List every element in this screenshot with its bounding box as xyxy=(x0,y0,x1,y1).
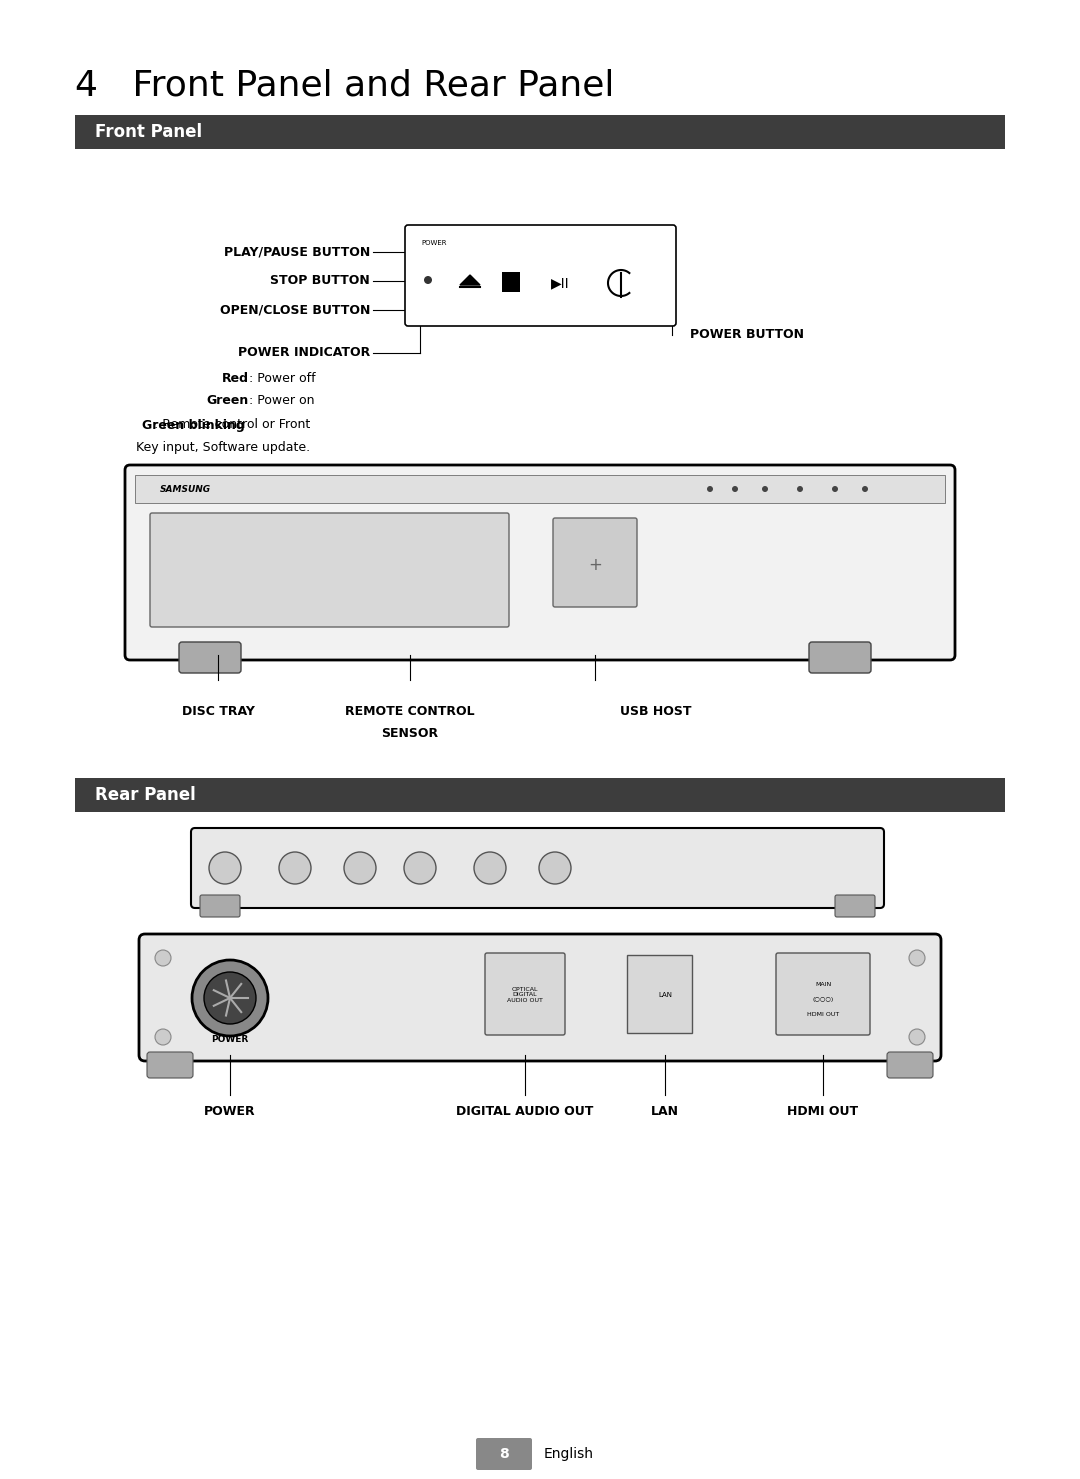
Circle shape xyxy=(345,852,376,884)
Circle shape xyxy=(539,852,571,884)
Circle shape xyxy=(156,950,171,966)
Text: : Power on: : Power on xyxy=(249,393,314,407)
Text: 8: 8 xyxy=(499,1446,509,1461)
Bar xyxy=(627,955,692,1032)
Text: Red: Red xyxy=(222,371,249,385)
Text: 4   Front Panel and Rear Panel: 4 Front Panel and Rear Panel xyxy=(75,68,615,102)
Text: POWER INDICATOR: POWER INDICATOR xyxy=(238,346,370,359)
Bar xyxy=(75,115,1005,149)
FancyBboxPatch shape xyxy=(125,464,955,660)
Text: DISC TRAY: DISC TRAY xyxy=(181,705,255,717)
Text: Key input, Software update.: Key input, Software update. xyxy=(136,441,310,454)
FancyBboxPatch shape xyxy=(485,952,565,1035)
Text: MAIN: MAIN xyxy=(815,982,832,988)
Circle shape xyxy=(797,487,804,493)
FancyBboxPatch shape xyxy=(809,642,870,673)
Text: LAN: LAN xyxy=(651,1105,679,1118)
Circle shape xyxy=(474,852,507,884)
Circle shape xyxy=(404,852,436,884)
Circle shape xyxy=(204,972,256,1023)
Circle shape xyxy=(862,487,868,493)
Circle shape xyxy=(732,487,738,493)
Text: : Remote control or Front: : Remote control or Front xyxy=(153,419,310,432)
FancyBboxPatch shape xyxy=(179,642,241,673)
Text: +: + xyxy=(589,556,602,574)
Text: USB HOST: USB HOST xyxy=(620,705,691,717)
FancyBboxPatch shape xyxy=(777,952,870,1035)
Text: POWER: POWER xyxy=(204,1105,256,1118)
Text: POWER BUTTON: POWER BUTTON xyxy=(690,328,804,342)
Circle shape xyxy=(192,960,268,1035)
Text: OPTICAL
DIGITAL
AUDIO OUT: OPTICAL DIGITAL AUDIO OUT xyxy=(508,986,543,1003)
Polygon shape xyxy=(460,275,480,285)
Text: DIGITAL AUDIO OUT: DIGITAL AUDIO OUT xyxy=(457,1105,594,1118)
Circle shape xyxy=(156,1029,171,1046)
Bar xyxy=(135,475,945,503)
Bar xyxy=(75,778,1005,812)
Text: (○○○): (○○○) xyxy=(812,997,834,1003)
Text: POWER: POWER xyxy=(212,1035,248,1044)
FancyBboxPatch shape xyxy=(147,1052,193,1078)
FancyBboxPatch shape xyxy=(887,1052,933,1078)
Text: SENSOR: SENSOR xyxy=(381,728,438,740)
Text: POWER: POWER xyxy=(421,240,446,246)
Text: ▶II: ▶II xyxy=(551,277,569,290)
FancyBboxPatch shape xyxy=(553,518,637,606)
Text: Green blinking: Green blinking xyxy=(141,419,245,432)
FancyBboxPatch shape xyxy=(476,1438,532,1470)
Text: OPEN/CLOSE BUTTON: OPEN/CLOSE BUTTON xyxy=(219,303,370,317)
Text: PLAY/PAUSE BUTTON: PLAY/PAUSE BUTTON xyxy=(224,246,370,259)
FancyBboxPatch shape xyxy=(139,935,941,1060)
Circle shape xyxy=(909,1029,924,1046)
Circle shape xyxy=(832,487,838,493)
Bar xyxy=(502,272,519,291)
FancyBboxPatch shape xyxy=(835,895,875,917)
Circle shape xyxy=(279,852,311,884)
FancyBboxPatch shape xyxy=(200,895,240,917)
Text: HDMI OUT: HDMI OUT xyxy=(807,1013,839,1018)
Circle shape xyxy=(707,487,713,493)
Circle shape xyxy=(762,487,768,493)
FancyBboxPatch shape xyxy=(150,513,509,627)
FancyBboxPatch shape xyxy=(191,828,885,908)
Text: REMOTE CONTROL: REMOTE CONTROL xyxy=(346,705,475,717)
Text: : Power off: : Power off xyxy=(249,371,315,385)
Text: HDMI OUT: HDMI OUT xyxy=(787,1105,859,1118)
Text: STOP BUTTON: STOP BUTTON xyxy=(270,275,370,287)
Text: Front Panel: Front Panel xyxy=(95,123,202,141)
Text: SAMSUNG: SAMSUNG xyxy=(160,485,211,494)
Text: Rear Panel: Rear Panel xyxy=(95,785,195,805)
Circle shape xyxy=(210,852,241,884)
Circle shape xyxy=(909,950,924,966)
Text: LAN: LAN xyxy=(658,992,672,998)
Text: Green: Green xyxy=(206,393,249,407)
Text: English: English xyxy=(544,1446,594,1461)
FancyBboxPatch shape xyxy=(405,225,676,325)
Circle shape xyxy=(424,277,432,284)
